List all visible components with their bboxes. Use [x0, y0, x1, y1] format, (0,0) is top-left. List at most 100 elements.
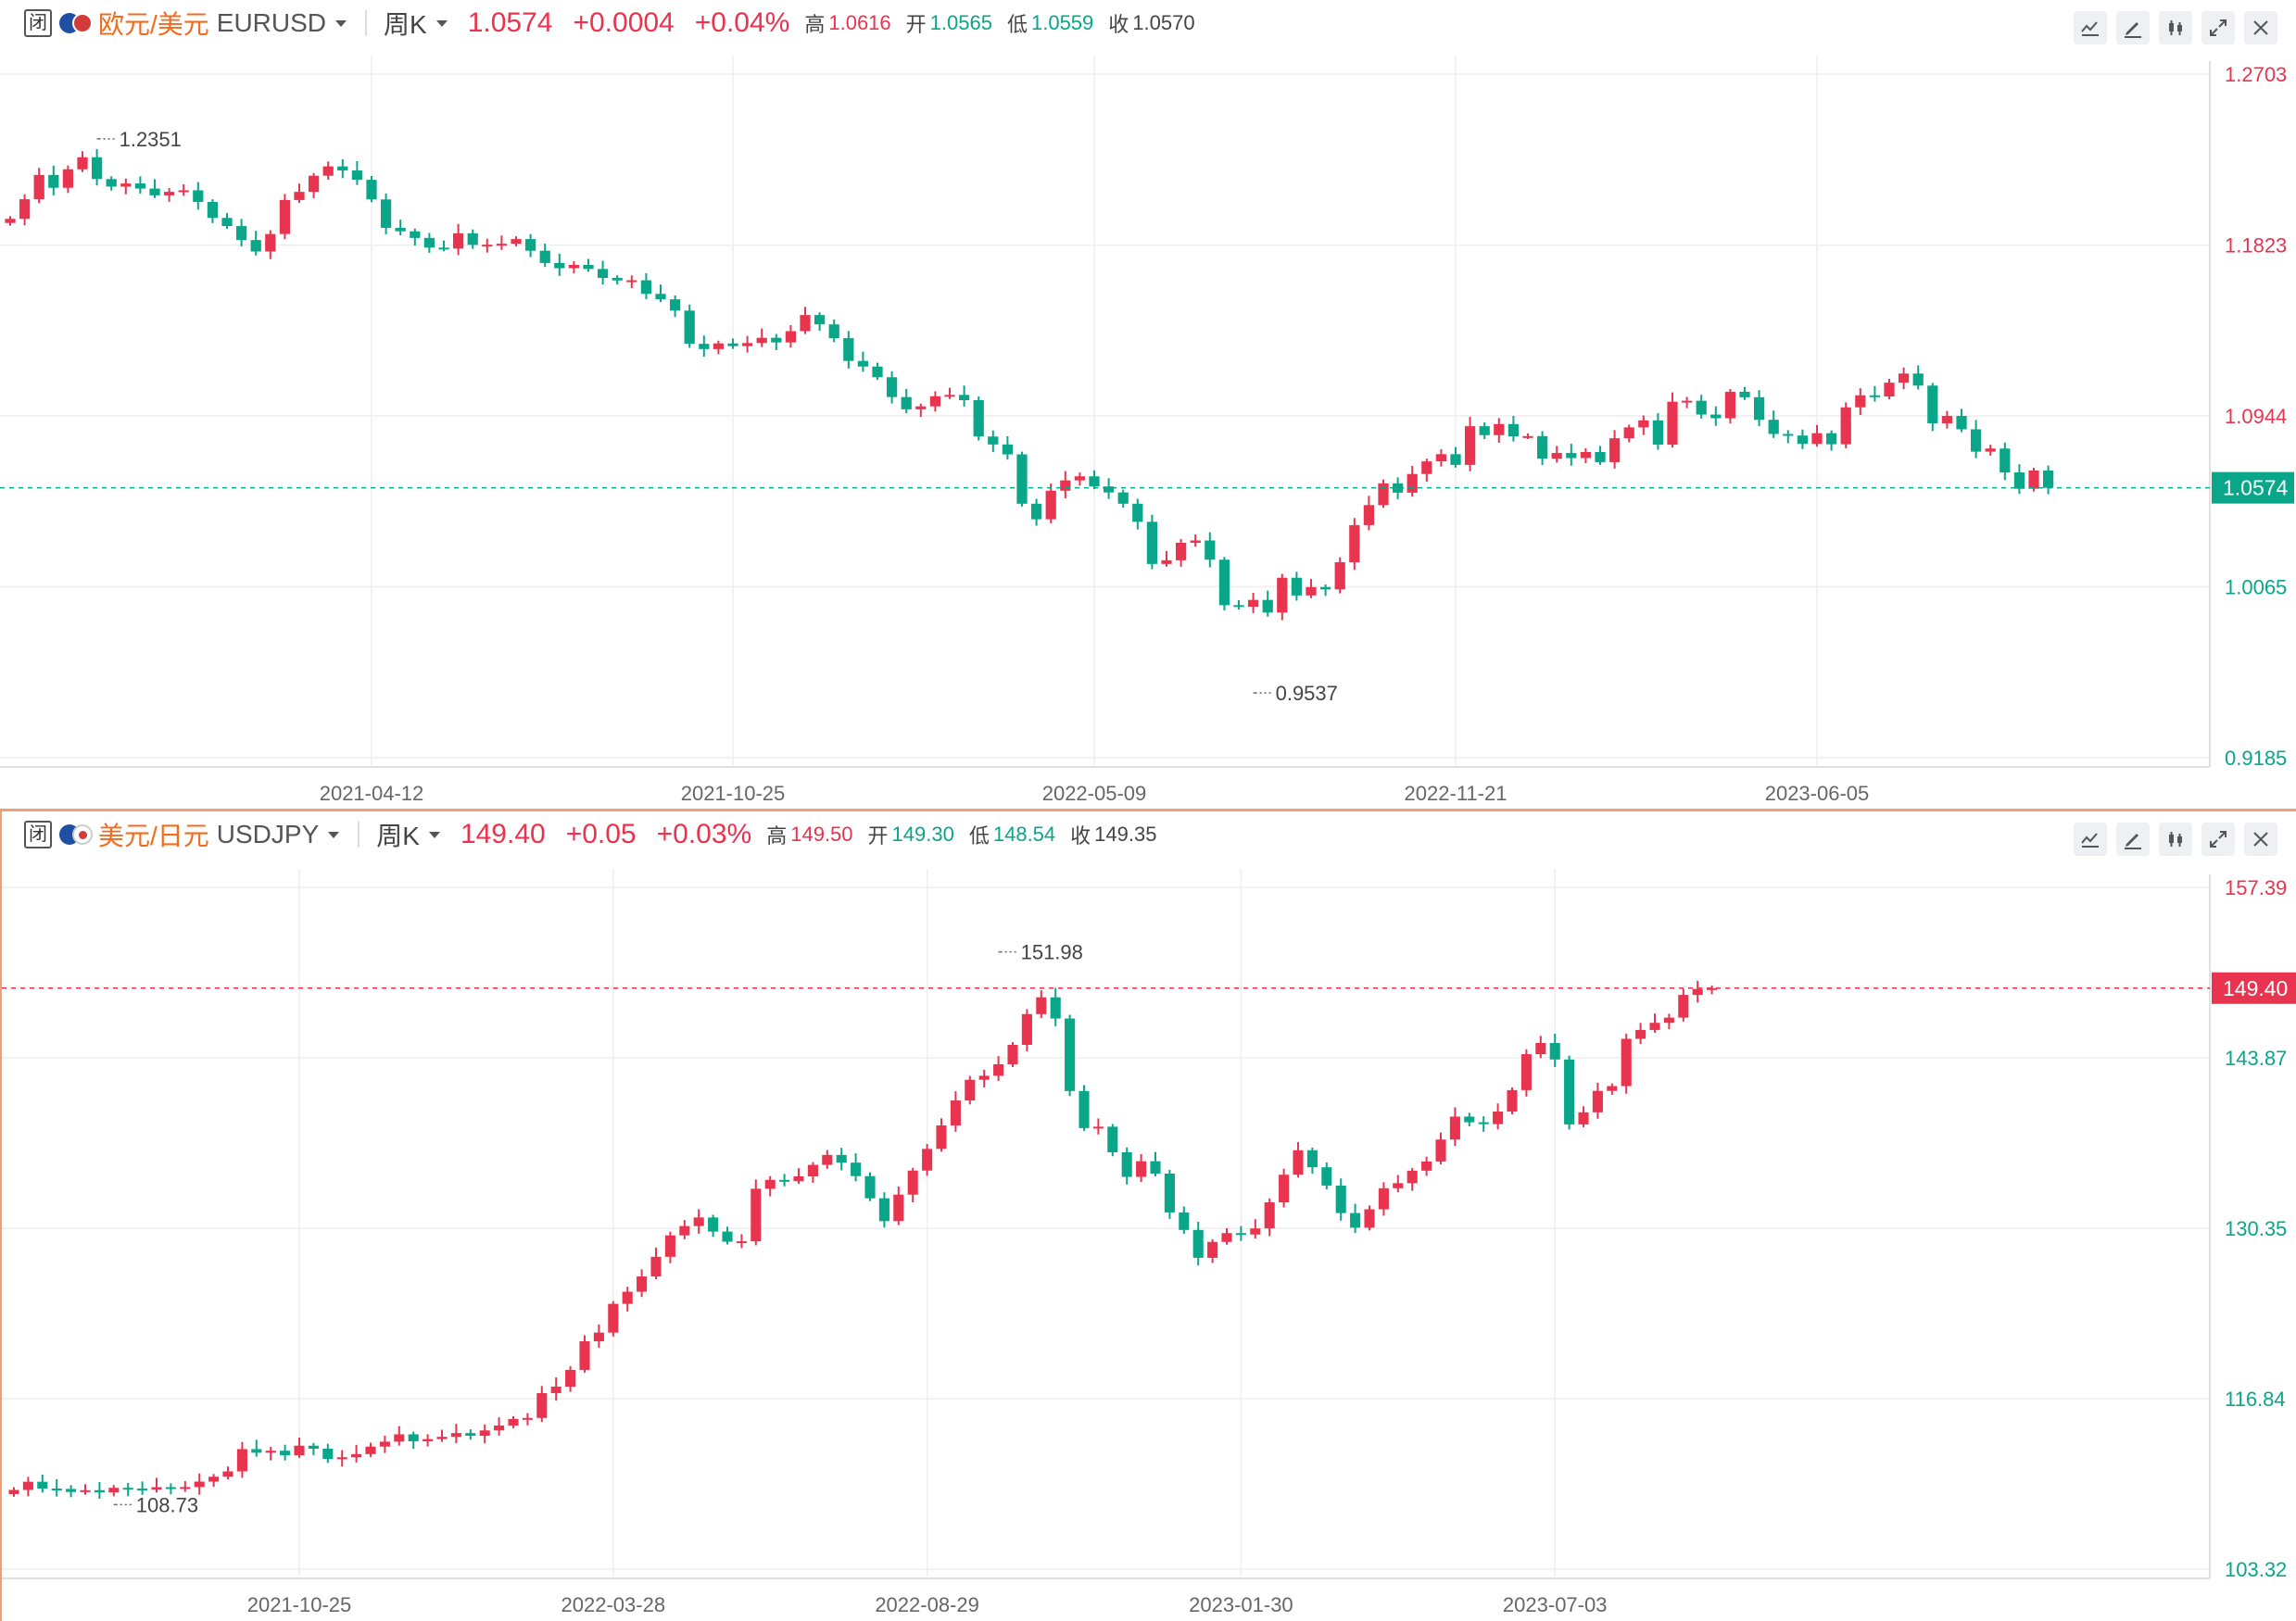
candle [294, 1437, 305, 1459]
candle [1825, 430, 1837, 451]
candle-style-icon[interactable] [2159, 11, 2192, 44]
period-selector[interactable]: 周K [384, 10, 427, 39]
x-tick-label: 2021-10-25 [681, 782, 786, 805]
candle-body [294, 192, 305, 200]
candle [958, 385, 970, 407]
candle [180, 1480, 191, 1492]
market-closed-badge: 闭 [24, 9, 52, 37]
candle [94, 1481, 105, 1500]
candle [1030, 498, 1042, 526]
close-icon[interactable] [2244, 11, 2277, 44]
candle-body [958, 395, 970, 401]
candle-body [1478, 1122, 1489, 1125]
candle-body [1132, 503, 1143, 522]
candle [764, 1175, 776, 1197]
symbol-code[interactable]: USDJPY [216, 820, 320, 848]
candle [1175, 538, 1187, 567]
candle-body [727, 343, 738, 346]
candle [1912, 365, 1924, 390]
candle-body [864, 1175, 876, 1199]
candle [1089, 470, 1100, 490]
chevron-down-icon[interactable] [428, 831, 440, 838]
usdjpy-candlestick-chart[interactable]: 157.39 143.87 130.35 116.84 103.32 2021-10-25… [2, 811, 2296, 1621]
candle [1050, 987, 1061, 1026]
candle-body [1522, 435, 1533, 438]
candle [450, 1424, 461, 1444]
candle-body [1912, 373, 1924, 386]
candle-body [1364, 1209, 1375, 1228]
candle-body [19, 199, 31, 220]
symbol-name[interactable]: 美元/日元 [98, 822, 209, 850]
candle-body [1927, 385, 1938, 423]
line-chart-icon[interactable] [2074, 11, 2107, 44]
candle [1161, 550, 1172, 567]
candle-body [650, 1256, 662, 1277]
candle [351, 1444, 362, 1463]
candle-body [193, 190, 204, 203]
candle-style-icon[interactable] [2159, 823, 2192, 856]
draw-pen-icon[interactable] [2116, 823, 2150, 856]
candle-body [2042, 470, 2054, 488]
candle [736, 1234, 747, 1249]
candle-body [366, 180, 377, 200]
chevron-down-icon[interactable] [328, 831, 340, 838]
candle-body [1724, 391, 1736, 419]
candle-body [1898, 373, 1910, 383]
candle [1277, 573, 1288, 621]
candle-body [1247, 599, 1259, 608]
eurusd-candlestick-chart[interactable]: 1.2703 1.1823 1.0944 1.0065 0.9185 2021-04-12… [0, 0, 2296, 810]
candle [922, 1144, 933, 1176]
candle-body [828, 324, 839, 339]
candle [640, 272, 652, 299]
candle [669, 295, 681, 318]
candle-body [280, 1451, 291, 1456]
candle-body [756, 337, 767, 344]
expand-icon[interactable] [2201, 11, 2235, 44]
close-value: 149.35 [1094, 823, 1157, 846]
candle [1724, 389, 1736, 424]
last-price: 149.40 [460, 819, 546, 849]
candle [1549, 1033, 1560, 1068]
candle-body [1060, 480, 1071, 491]
symbol-code[interactable]: EURUSD [216, 8, 327, 37]
candle [1321, 1162, 1332, 1190]
candle-body [1250, 1228, 1261, 1235]
candle [807, 1162, 818, 1183]
close-icon[interactable] [2244, 823, 2277, 856]
candle [1016, 451, 1028, 507]
draw-pen-icon[interactable] [2116, 11, 2150, 44]
candle-body [1179, 1212, 1190, 1230]
candle [1103, 478, 1115, 499]
candle-body [1508, 423, 1520, 437]
candle [1507, 1087, 1518, 1114]
candle-body [2000, 448, 2011, 473]
candle [822, 1150, 833, 1169]
candle [236, 1441, 247, 1478]
expand-icon[interactable] [2201, 823, 2235, 856]
candle-body [294, 1445, 305, 1456]
candle-body [886, 377, 898, 397]
candle [1551, 446, 1562, 463]
candle [1707, 985, 1718, 995]
candle [1710, 406, 1722, 426]
candle [944, 387, 955, 399]
candle [80, 1484, 91, 1495]
candle [713, 340, 725, 355]
line-chart-icon[interactable] [2074, 823, 2107, 856]
candle-body [236, 1449, 247, 1472]
candle-body [1678, 995, 1689, 1018]
candle [843, 331, 854, 369]
chevron-down-icon[interactable] [335, 19, 347, 27]
candle-body [1089, 476, 1100, 487]
candle-body [265, 1451, 276, 1453]
candle [1291, 572, 1303, 601]
candle [1638, 415, 1649, 435]
candle [568, 260, 580, 274]
symbol-name[interactable]: 欧元/美元 [98, 10, 209, 39]
chevron-down-icon[interactable] [435, 19, 448, 27]
candle [1522, 433, 1533, 439]
candle-body [1002, 444, 1014, 455]
candle-body [91, 157, 103, 180]
period-selector[interactable]: 周K [376, 822, 420, 850]
candle-body [1306, 1150, 1318, 1168]
